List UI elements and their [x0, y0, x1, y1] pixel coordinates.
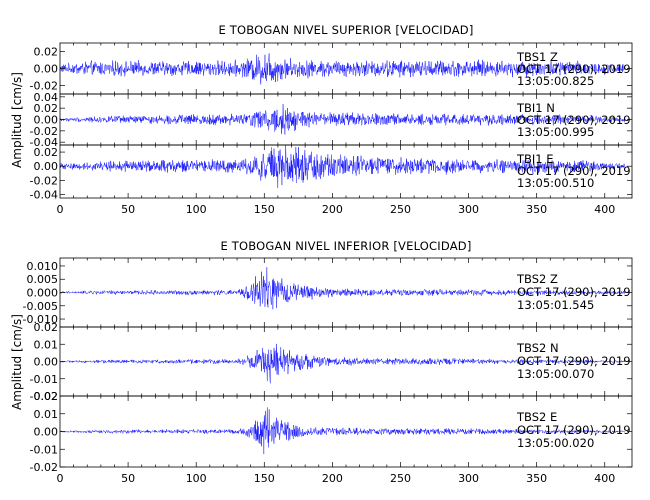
x-tick-label: 250 [390, 472, 411, 485]
waveform-trace [59, 267, 626, 310]
waveform-trace [59, 53, 626, 85]
trace-time-label: 13:05:00.825 [517, 74, 594, 88]
y-tick-label: -0.02 [30, 461, 58, 474]
y-tick-label: 0.04 [34, 91, 59, 104]
x-tick-label: 400 [594, 203, 615, 216]
chart-title: E TOBOGAN NIVEL SUPERIOR [VELOCIDAD] [218, 23, 473, 37]
y-tick-label: -0.02 [30, 80, 58, 93]
waveform-trace [59, 407, 626, 455]
y-tick-label: -0.005 [23, 300, 58, 313]
trace-station-label: TBI1 N [516, 101, 555, 115]
y-tick-label: -0.010 [23, 313, 58, 326]
x-tick-label: 150 [254, 472, 275, 485]
trace-date-label: OCT 17 (290), 2019 [517, 285, 631, 299]
x-tick-label: 50 [121, 203, 135, 216]
trace-station-label: TBS1 Z [516, 50, 558, 64]
y-tick-label: -0.01 [30, 373, 58, 386]
y-tick-label: 0.000 [27, 287, 59, 300]
x-tick-label: 350 [526, 472, 547, 485]
x-tick-label: 100 [186, 203, 207, 216]
y-tick-label: 0.00 [34, 160, 59, 173]
x-tick-label: 0 [57, 203, 64, 216]
x-tick-label: 100 [186, 472, 207, 485]
trace-station-label: TBS2 N [516, 341, 559, 355]
y-tick-label: -0.04 [30, 136, 58, 149]
y-tick-label: 0.02 [34, 102, 59, 115]
y-tick-label: 0.01 [34, 408, 59, 421]
trace-time-label: 13:05:00.510 [517, 176, 594, 190]
chart-title: E TOBOGAN NIVEL INFERIOR [VELOCIDAD] [220, 239, 471, 253]
x-tick-label: 150 [254, 203, 275, 216]
y-tick-label: 0.00 [34, 356, 59, 369]
y-tick-label: 0.02 [34, 321, 59, 334]
y-tick-label: -0.01 [30, 443, 58, 456]
y-tick-label: 0.02 [34, 390, 59, 403]
trace-station-label: TBS2 Z [516, 272, 558, 286]
y-tick-label: 0.00 [34, 426, 59, 439]
trace-date-label: OCT 17 (290), 2019 [517, 62, 631, 76]
y-axis-label: Amplitud [cm/s] [10, 314, 24, 410]
x-tick-label: 200 [322, 472, 343, 485]
x-tick-label: 0 [57, 472, 64, 485]
trace-station-label: TBI1 E [516, 152, 554, 166]
y-tick-label: 0.02 [34, 46, 59, 59]
y-tick-label: 0.00 [34, 63, 59, 76]
trace-date-label: OCT 17 (290), 2019 [517, 113, 631, 127]
y-tick-label: -0.02 [30, 390, 58, 403]
x-tick-label: 300 [458, 472, 479, 485]
chart-2: E TOBOGAN NIVEL INFERIOR [VELOCIDAD] Ampl… [10, 239, 633, 485]
trace-date-label: OCT 17 (290), 2019 [517, 423, 631, 437]
x-tick-label: 200 [322, 203, 343, 216]
trace-date-label: OCT 17 (290), 2019 [517, 164, 631, 178]
x-tick-label: 50 [121, 472, 135, 485]
y-axis-label: Amplitud [cm/s] [10, 72, 24, 168]
trace-time-label: 13:05:00.995 [517, 125, 594, 139]
y-tick-label: 0.010 [27, 260, 59, 273]
trace-date-label: OCT 17 (290), 2019 [517, 354, 631, 368]
x-tick-label: 400 [594, 472, 615, 485]
trace-station-label: TBS2 E [516, 410, 557, 424]
waveform-trace [59, 104, 626, 135]
waveform-trace [59, 343, 626, 384]
trace-time-label: 13:05:01.545 [517, 298, 594, 312]
trace-time-label: 13:05:00.020 [517, 436, 594, 450]
chart-1: E TOBOGAN NIVEL SUPERIOR [VELOCIDAD] Ampl… [10, 23, 633, 216]
y-tick-label: 0.00 [34, 114, 59, 127]
x-tick-label: 300 [458, 203, 479, 216]
y-tick-label: -0.02 [30, 174, 58, 187]
y-tick-label: 0.01 [34, 338, 59, 351]
y-tick-label: 0.005 [27, 273, 59, 286]
y-tick-label: 0.02 [34, 146, 59, 159]
y-tick-label: -0.04 [30, 188, 58, 201]
trace-time-label: 13:05:00.070 [517, 367, 594, 381]
waveform-trace [59, 145, 626, 189]
x-tick-label: 350 [526, 203, 547, 216]
x-tick-label: 250 [390, 203, 411, 216]
y-tick-label: -0.02 [30, 125, 58, 138]
